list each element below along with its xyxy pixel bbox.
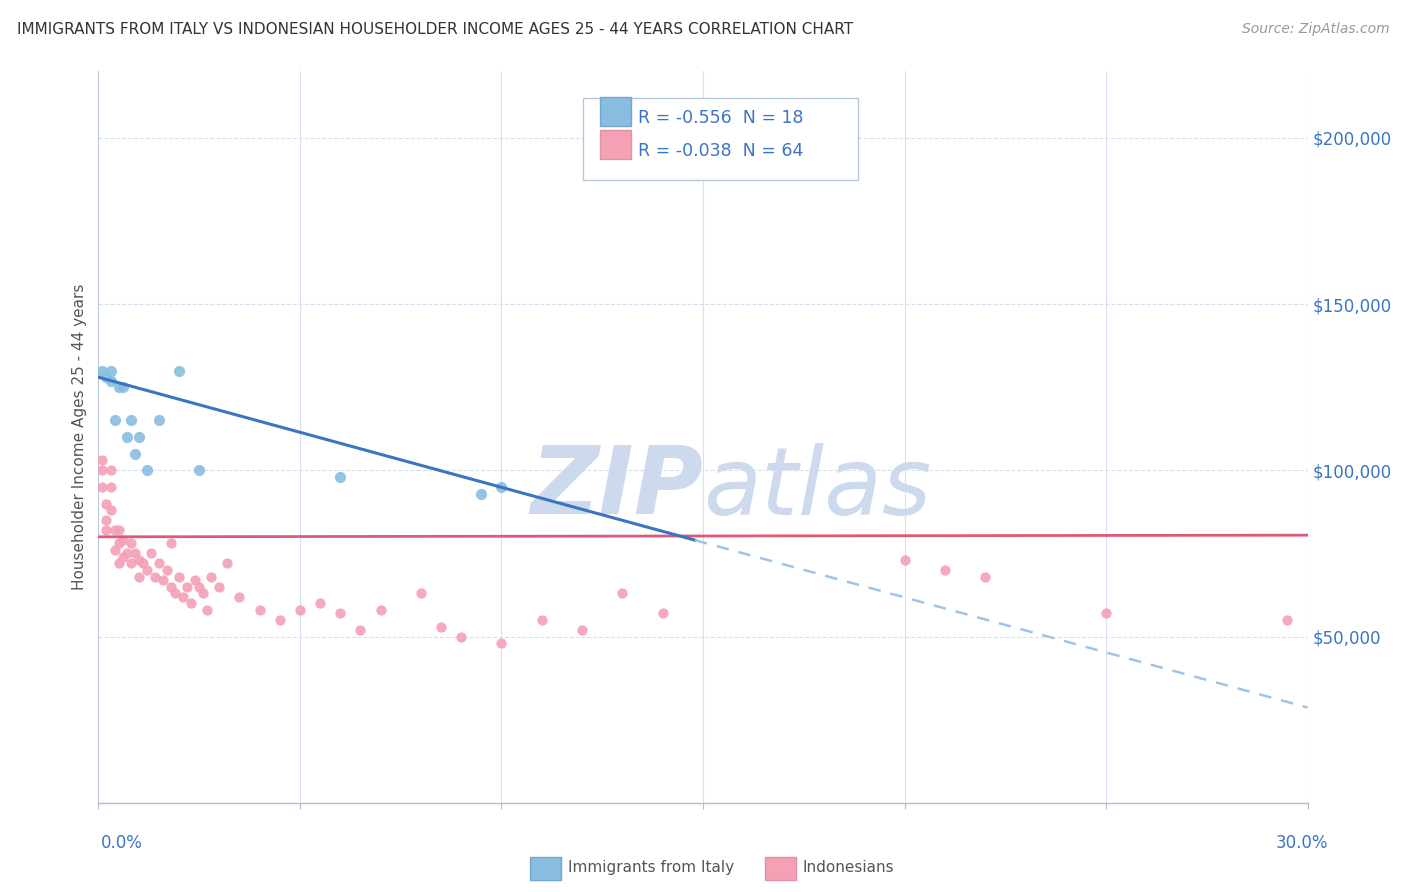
Point bbox=[135, 463, 157, 477]
Point bbox=[107, 523, 129, 537]
Text: 30.0%: 30.0% bbox=[1277, 834, 1329, 852]
Point bbox=[143, 570, 166, 584]
Point bbox=[491, 480, 513, 494]
Point bbox=[91, 463, 114, 477]
Point bbox=[124, 447, 146, 461]
Point bbox=[349, 623, 371, 637]
Point bbox=[100, 463, 122, 477]
Point bbox=[195, 603, 218, 617]
Text: 0.0%: 0.0% bbox=[101, 834, 143, 852]
Text: R = -0.038  N = 64: R = -0.038 N = 64 bbox=[638, 142, 804, 160]
Point bbox=[160, 536, 183, 550]
Point bbox=[111, 533, 134, 548]
Point bbox=[120, 557, 142, 571]
Point bbox=[530, 613, 553, 627]
Point bbox=[148, 557, 170, 571]
Point bbox=[167, 570, 190, 584]
Point bbox=[91, 363, 114, 377]
Point bbox=[612, 586, 634, 600]
Point bbox=[193, 586, 215, 600]
Point bbox=[100, 374, 122, 388]
Point bbox=[1095, 607, 1118, 621]
Point bbox=[163, 586, 186, 600]
Point bbox=[100, 503, 122, 517]
Point bbox=[128, 553, 150, 567]
Point bbox=[139, 546, 162, 560]
Point bbox=[217, 557, 239, 571]
Text: Immigrants from Italy: Immigrants from Italy bbox=[568, 860, 734, 874]
Point bbox=[571, 623, 593, 637]
Point bbox=[115, 430, 138, 444]
Point bbox=[370, 603, 392, 617]
Point bbox=[430, 619, 453, 633]
Point bbox=[115, 546, 138, 560]
Point bbox=[974, 570, 997, 584]
Point bbox=[249, 603, 271, 617]
Point bbox=[934, 563, 956, 577]
Point bbox=[228, 590, 250, 604]
Point bbox=[167, 363, 190, 377]
Text: atlas: atlas bbox=[703, 442, 931, 533]
Point bbox=[96, 513, 118, 527]
Point bbox=[208, 580, 231, 594]
Point bbox=[491, 636, 513, 650]
Text: Source: ZipAtlas.com: Source: ZipAtlas.com bbox=[1241, 22, 1389, 37]
Point bbox=[309, 596, 332, 610]
Point bbox=[107, 557, 129, 571]
Point bbox=[111, 380, 134, 394]
Point bbox=[132, 557, 155, 571]
Point bbox=[96, 497, 118, 511]
Point bbox=[135, 563, 157, 577]
Point bbox=[409, 586, 432, 600]
Point bbox=[96, 523, 118, 537]
Point bbox=[103, 413, 125, 427]
Point bbox=[100, 480, 122, 494]
Point bbox=[156, 563, 179, 577]
Point bbox=[91, 453, 114, 467]
Point bbox=[651, 607, 673, 621]
Point bbox=[329, 607, 352, 621]
Point bbox=[269, 613, 291, 627]
Text: R = -0.556  N = 18: R = -0.556 N = 18 bbox=[638, 109, 804, 127]
Point bbox=[120, 536, 142, 550]
Point bbox=[200, 570, 222, 584]
Point bbox=[893, 553, 915, 567]
Point bbox=[124, 546, 146, 560]
Point bbox=[450, 630, 472, 644]
Point bbox=[96, 370, 118, 384]
Point bbox=[188, 580, 211, 594]
Point bbox=[180, 596, 202, 610]
Point bbox=[128, 570, 150, 584]
Point bbox=[176, 580, 198, 594]
Point bbox=[329, 470, 352, 484]
Point bbox=[288, 603, 311, 617]
Point bbox=[184, 573, 207, 587]
Text: Indonesians: Indonesians bbox=[803, 860, 894, 874]
Y-axis label: Householder Income Ages 25 - 44 years: Householder Income Ages 25 - 44 years bbox=[72, 284, 87, 591]
Point bbox=[172, 590, 194, 604]
Point bbox=[128, 430, 150, 444]
Point bbox=[470, 486, 492, 500]
Point bbox=[103, 543, 125, 558]
Text: ZIP: ZIP bbox=[530, 442, 703, 534]
Text: IMMIGRANTS FROM ITALY VS INDONESIAN HOUSEHOLDER INCOME AGES 25 - 44 YEARS CORREL: IMMIGRANTS FROM ITALY VS INDONESIAN HOUS… bbox=[17, 22, 853, 37]
Point bbox=[1277, 613, 1299, 627]
Point bbox=[100, 363, 122, 377]
Point bbox=[120, 413, 142, 427]
Point bbox=[103, 523, 125, 537]
Point bbox=[111, 549, 134, 564]
Point bbox=[91, 480, 114, 494]
Point bbox=[107, 380, 129, 394]
Point bbox=[148, 413, 170, 427]
Point bbox=[107, 536, 129, 550]
Point bbox=[160, 580, 183, 594]
Point bbox=[188, 463, 211, 477]
Point bbox=[152, 573, 174, 587]
